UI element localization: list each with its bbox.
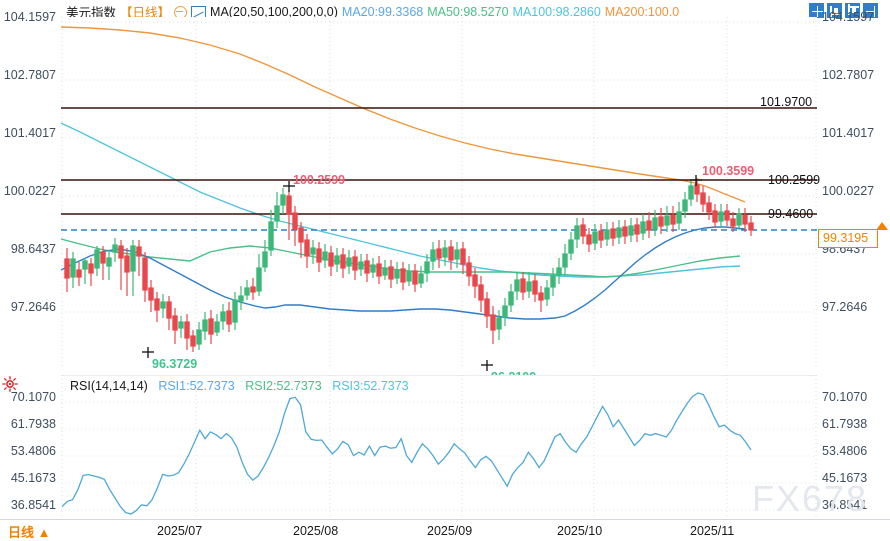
price-axis-left-tick: 100.0227 — [3, 184, 56, 198]
rsi-axis-right-tick: 36.8541 — [822, 498, 868, 512]
price-axis-right-tick: 97.2646 — [822, 300, 868, 314]
rsi-axis-left-tick: 53.4806 — [10, 444, 56, 458]
price-axis-left-tick: 101.4017 — [3, 126, 56, 140]
level-label-101-97: 101.9700 — [760, 95, 813, 109]
candlestick-series — [64, 178, 754, 352]
rsi-axis-left-tick: 45.1673 — [10, 471, 56, 485]
time-axis-tick: 2025/11 — [690, 524, 735, 538]
rsi-panel[interactable] — [0, 375, 890, 520]
price-axis-left-tick: 98.6437 — [10, 242, 56, 256]
rsi1-value: RSI1:52.7373 — [158, 379, 235, 393]
scale-left-tool-icon[interactable] — [827, 3, 842, 18]
time-axis-tick: 2025/09 — [427, 524, 473, 538]
rsi-legend: RSI(14,14,14) RSI1:52.7373 RSI2:52.7373 … — [70, 379, 416, 393]
level-label-99-46: 99.4600 — [768, 207, 814, 221]
price-axis-left-tick: 104.1597 — [3, 10, 56, 24]
rsi-line-series — [61, 392, 752, 515]
settings-sun-icon[interactable] — [2, 376, 18, 392]
rsi-indicator-title: RSI(14,14,14) — [70, 379, 148, 393]
time-axis-tick: 2025/07 — [157, 524, 203, 538]
rsi3-value: RSI3:52.7373 — [332, 379, 409, 393]
price-axis-left-tick: 102.7807 — [3, 68, 56, 82]
rsi-axis-right-tick: 70.1070 — [822, 390, 868, 404]
price-axis-right-tick: 102.7807 — [822, 68, 875, 82]
symbol-name: 美元指数 — [66, 6, 117, 20]
price-axis-right-tick: 104.1597 — [822, 10, 875, 24]
price-axis-right-tick: 100.0227 — [822, 184, 875, 198]
scale-right-tool-icon[interactable] — [845, 3, 860, 18]
ma-indicator-title: MA(20,50,100,200,0,0) — [210, 4, 338, 19]
ma200-value: MA200:100.0 — [604, 4, 680, 19]
current-price-tag[interactable]: 99.3195 — [818, 229, 878, 248]
rsi-axis-right-tick: 53.4806 — [822, 444, 868, 458]
watermark: FX678 — [752, 478, 869, 519]
time-axis-tick: 2025/08 — [293, 524, 339, 538]
annotation-low-96-3729: 96.3729 — [152, 357, 198, 371]
price-axis-left-tick: 97.2646 — [10, 300, 56, 314]
current-price-marker — [876, 222, 888, 230]
rsi-axis-left-tick: 70.1070 — [10, 390, 56, 404]
annotation-high-100-3599: 100.3599 — [702, 164, 755, 178]
rsi-axis-right-tick: 61.7938 — [822, 417, 868, 431]
period-selector-button[interactable]: 日线 ▲ — [8, 525, 51, 540]
ma20-value: MA20:99.3368 — [341, 4, 424, 19]
ma50-value: MA50:98.5270 — [427, 4, 509, 19]
chart-legend: 美元指数 【日线】 MA(20,50,100,200,0,0) MA20:99.… — [66, 3, 683, 21]
expand-right-tool-icon[interactable] — [863, 3, 878, 18]
rsi2-value: RSI2:52.7373 — [245, 379, 322, 393]
price-axis-right-tick: 101.4017 — [822, 126, 875, 140]
symbol-period[interactable]: 【日线】 — [120, 6, 171, 20]
rsi-axis-left-tick: 61.7938 — [10, 417, 56, 431]
chart-toolbar — [809, 3, 878, 18]
rsi-axis-right-tick: 45.1673 — [822, 471, 868, 485]
extreme-markers — [142, 175, 702, 371]
time-axis-bar — [0, 519, 890, 541]
price-panel[interactable] — [0, 0, 890, 372]
ma100-value: MA100:98.2860 — [512, 4, 601, 19]
annotation-high-100-2599: 100.2599 — [293, 173, 346, 187]
time-axis-tick: 2025/10 — [557, 524, 603, 538]
level-label-100-26: 100.2599 — [768, 173, 821, 187]
rsi-axis-left-tick: 36.8541 — [10, 498, 56, 512]
